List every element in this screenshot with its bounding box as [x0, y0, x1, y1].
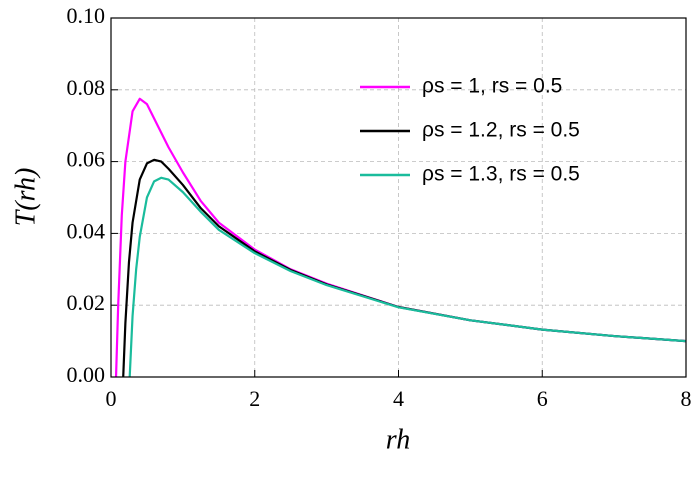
y-tick-label: 0.00 [67, 362, 106, 387]
legend-label: ρs = 1, rs = 0.5 [422, 75, 562, 98]
line [122, 158, 687, 378]
x-axis-label: rh [386, 424, 410, 455]
plot-frame [110, 17, 687, 378]
y-axis-label: T(rh) [10, 168, 41, 227]
x-tick-label: 0 [106, 386, 117, 411]
x-tick-label: 6 [537, 386, 548, 411]
x-tick-label: 2 [249, 386, 260, 411]
y-tick-label: 0.10 [67, 3, 106, 28]
y-tick-label: 0.08 [67, 75, 106, 100]
y-tick-label: 0.04 [67, 218, 106, 243]
y-tick-label: 0.02 [67, 290, 106, 315]
x-tick-label: 4 [393, 386, 404, 411]
x-tick-label: 8 [681, 386, 692, 411]
legend-label: ρs = 1.3, rs = 0.5 [422, 163, 580, 186]
y-tick-label: 0.06 [67, 147, 106, 172]
line [128, 176, 687, 378]
legend-label: ρs = 1.2, rs = 0.5 [422, 119, 580, 142]
